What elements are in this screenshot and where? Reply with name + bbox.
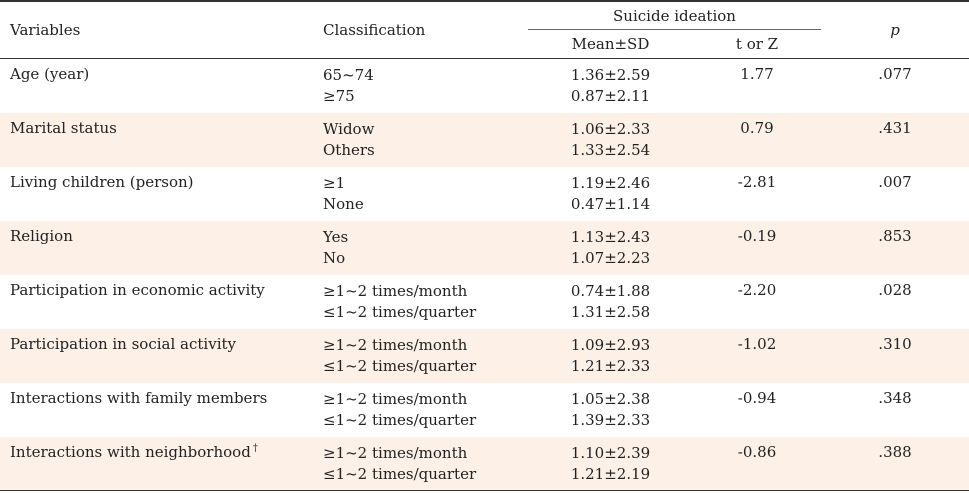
row-t-value: -1.02 xyxy=(737,335,777,353)
class-item: 65~74 xyxy=(323,66,374,84)
row-classification: ≥1~2 times/month ≤1~2 times/quarter xyxy=(323,443,476,485)
mean-item: 1.06±2.33 xyxy=(570,120,651,138)
class-item: ≥1~2 times/month xyxy=(323,390,468,408)
mean-item: 1.21±2.19 xyxy=(570,465,651,483)
row-mean-sd: 1.36±2.59 0.87±2.11 xyxy=(528,65,693,107)
table-row: Age (year) 65~74 ≥75 1.36±2.59 0.87±2.11… xyxy=(0,59,969,113)
table-row: Participation in economic activity ≥1~2 … xyxy=(0,275,969,329)
class-item: ≥1~2 times/month xyxy=(323,336,468,354)
class-item: ≤1~2 times/quarter xyxy=(323,411,477,429)
mean-item: 1.10±2.39 xyxy=(570,444,651,462)
row-variable: Religion xyxy=(10,227,73,245)
row-classification: ≥1 None xyxy=(323,173,364,215)
row-p-value: .077 xyxy=(878,65,912,83)
row-p-value: .028 xyxy=(878,281,912,299)
row-mean-sd: 1.10±2.39 1.21±2.19 xyxy=(528,443,693,485)
row-t-value: -2.20 xyxy=(737,281,777,299)
mean-item: 0.47±1.14 xyxy=(570,195,651,213)
mean-item: 1.33±2.54 xyxy=(570,141,651,159)
header-group-rule xyxy=(528,29,821,30)
header-variables: Variables xyxy=(10,21,81,39)
mean-item: 1.39±2.33 xyxy=(570,411,651,429)
table-top-rule xyxy=(0,0,969,2)
row-variable: Marital status xyxy=(10,119,117,137)
row-variable: Interactions with family members xyxy=(10,389,268,407)
class-item: ≤1~2 times/quarter xyxy=(323,357,477,375)
table-header: Variables Classification Suicide ideatio… xyxy=(0,2,969,58)
mean-item: 1.36±2.59 xyxy=(570,66,651,84)
mean-item: 0.74±1.88 xyxy=(570,282,651,300)
row-variable: Interactions with neighborhood † xyxy=(10,443,258,461)
table-row: Interactions with neighborhood † ≥1~2 tim… xyxy=(0,437,969,491)
class-item: ≤1~2 times/quarter xyxy=(323,465,477,483)
class-item: Others xyxy=(323,141,375,159)
mean-item: 1.07±2.23 xyxy=(570,249,651,267)
row-t-value: -0.19 xyxy=(737,227,777,245)
dagger-footnote-mark: † xyxy=(252,443,258,454)
row-mean-sd: 1.13±2.43 1.07±2.23 xyxy=(528,227,693,269)
row-variable-text: Interactions with neighborhood xyxy=(10,443,251,461)
row-classification: Yes No xyxy=(323,227,348,269)
row-p-value: .348 xyxy=(878,389,912,407)
row-t-value: -0.86 xyxy=(737,443,777,461)
table-row: Religion Yes No 1.13±2.43 1.07±2.23 -0.1… xyxy=(0,221,969,275)
row-p-value: .431 xyxy=(878,119,912,137)
table-row: Marital status Widow Others 1.06±2.33 1.… xyxy=(0,113,969,167)
mean-item: 1.05±2.38 xyxy=(570,390,651,408)
row-classification: ≥1~2 times/month ≤1~2 times/quarter xyxy=(323,389,476,431)
row-classification: 65~74 ≥75 xyxy=(323,65,374,107)
table-row: Participation in social activity ≥1~2 ti… xyxy=(0,329,969,383)
class-item: No xyxy=(323,249,346,267)
row-classification: ≥1~2 times/month ≤1~2 times/quarter xyxy=(323,281,476,323)
class-item: ≥1~2 times/month xyxy=(323,282,468,300)
row-variable: Living children (person) xyxy=(10,173,194,191)
row-variable: Participation in economic activity xyxy=(10,281,265,299)
row-variable: Participation in social activity xyxy=(10,335,236,353)
row-t-value: -0.94 xyxy=(737,389,777,407)
row-p-value: .310 xyxy=(878,335,912,353)
table-bottom-rule xyxy=(0,490,969,491)
row-classification: ≥1~2 times/month ≤1~2 times/quarter xyxy=(323,335,476,377)
header-p: p xyxy=(890,21,900,39)
table-row: Living children (person) ≥1 None 1.19±2.… xyxy=(0,167,969,221)
class-item: ≥1~2 times/month xyxy=(323,444,468,462)
row-t-value: -2.81 xyxy=(737,173,777,191)
row-classification: Widow Others xyxy=(323,119,375,161)
class-item: ≥1 xyxy=(323,174,346,192)
mean-item: 1.19±2.46 xyxy=(570,174,651,192)
row-mean-sd: 1.05±2.38 1.39±2.33 xyxy=(528,389,693,431)
header-classification: Classification xyxy=(323,21,426,39)
row-t-value: 0.79 xyxy=(740,119,774,137)
mean-item: 1.13±2.43 xyxy=(570,228,651,246)
class-item: ≤1~2 times/quarter xyxy=(323,303,477,321)
mean-item: 0.87±2.11 xyxy=(570,87,651,105)
row-mean-sd: 1.19±2.46 0.47±1.14 xyxy=(528,173,693,215)
mean-item: 1.21±2.33 xyxy=(570,357,651,375)
table-row: Interactions with family members ≥1~2 ti… xyxy=(0,383,969,437)
class-item: Yes xyxy=(323,228,349,246)
row-p-value: .853 xyxy=(878,227,912,245)
class-item: ≥75 xyxy=(323,87,355,105)
mean-item: 1.09±2.93 xyxy=(570,336,651,354)
header-t-or-z: t or Z xyxy=(735,35,779,53)
mean-item: 1.31±2.58 xyxy=(570,303,651,321)
class-item: None xyxy=(323,195,364,213)
row-mean-sd: 1.09±2.93 1.21±2.33 xyxy=(528,335,693,377)
row-mean-sd: 1.06±2.33 1.33±2.54 xyxy=(528,119,693,161)
row-p-value: .007 xyxy=(878,173,912,191)
row-p-value: .388 xyxy=(878,443,912,461)
row-mean-sd: 0.74±1.88 1.31±2.58 xyxy=(528,281,693,323)
header-suicide-ideation: Suicide ideation xyxy=(613,7,736,25)
header-mean-sd: Mean±SD xyxy=(571,35,650,53)
class-item: Widow xyxy=(323,120,375,138)
row-variable: Age (year) xyxy=(10,65,90,83)
header-bottom-rule xyxy=(0,58,969,59)
row-t-value: 1.77 xyxy=(740,65,774,83)
